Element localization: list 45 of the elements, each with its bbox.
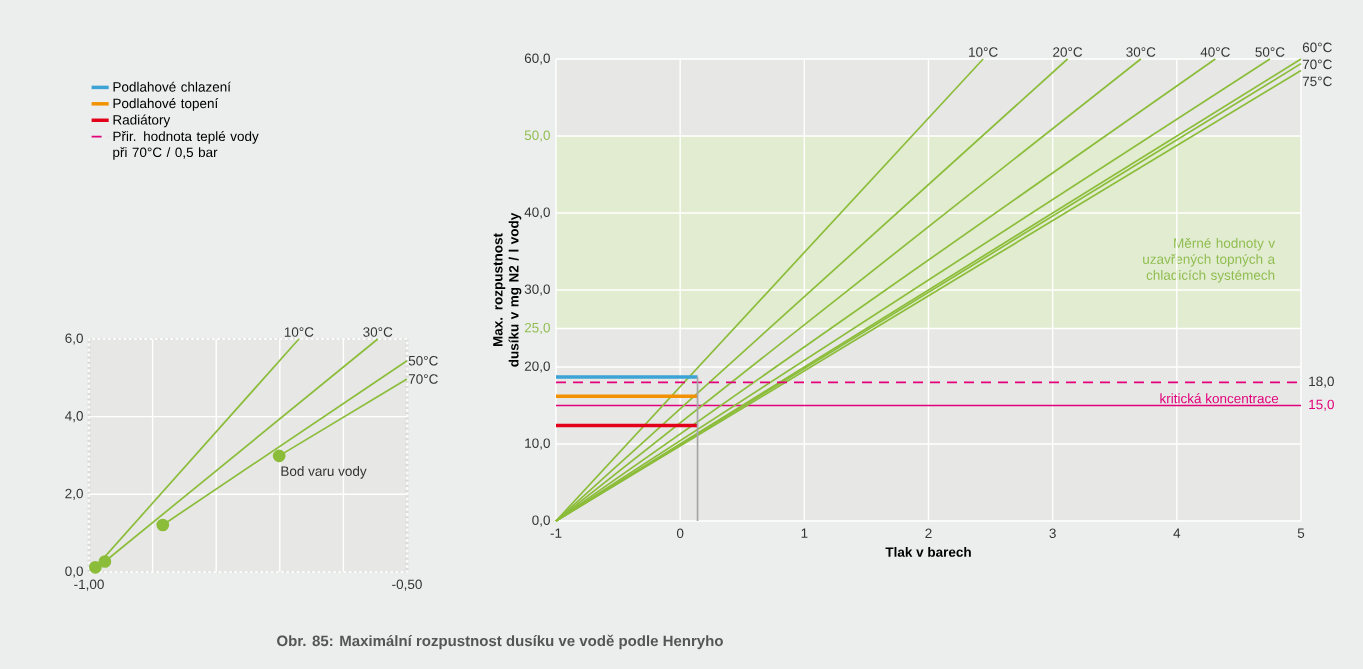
series-label: 50°C: [408, 355, 438, 366]
series-label: 30°C: [1126, 47, 1156, 57]
series-label: 20°C: [1053, 47, 1083, 57]
legend-label: Podlahové topení: [113, 98, 219, 111]
series-label: 70°C: [408, 374, 438, 384]
band-label: Měrné hodnoty v uzavřených topných a chladicích systémech: [1143, 237, 1276, 283]
annotation: Bod varu vody: [281, 466, 367, 479]
x-tick-label: 4: [1173, 528, 1181, 538]
y-tick-label: 20,0: [524, 361, 550, 373]
y2-tick-label: 15,0: [1309, 399, 1334, 411]
x-tick-label: 3: [1049, 528, 1056, 539]
y-axis-title: Max. rozpustnost dusíku v mg N2 / l vody: [493, 212, 522, 367]
x-tick-label: -1: [550, 528, 562, 538]
y-tick-label: 30,0: [524, 284, 550, 296]
x-tick-label: 2: [925, 528, 932, 538]
y-tick-label: 2,0: [65, 488, 83, 500]
ref-line-label: kritická koncentrace: [1160, 393, 1279, 404]
x-tick-label: -0,50: [392, 579, 422, 591]
series-label: 40°C: [1200, 47, 1230, 57]
y-tick-label: 40,0: [524, 207, 550, 219]
x-tick-label: 5: [1297, 528, 1305, 538]
series-label: 10°C: [969, 47, 998, 57]
y-tick-label: 60,0: [524, 53, 550, 65]
x-tick-label: -1,00: [74, 579, 104, 591]
x-tick-label: 0: [676, 528, 684, 539]
y-tick-label: 10,0: [525, 438, 550, 450]
legend-label: Podlahové chlazení: [113, 81, 231, 92]
y-tick-label: 4,0: [65, 411, 83, 423]
series-label: 75°C: [1302, 76, 1332, 87]
series-label: 70°C: [1302, 59, 1332, 70]
legend-label: Radiátory: [113, 114, 171, 128]
x-tick-label: 1: [801, 528, 808, 538]
series-label: 10°C: [284, 327, 314, 337]
series-label: 60°C: [1302, 42, 1332, 53]
y-tick-label: 50,0: [524, 130, 550, 142]
y-tick-label: 6,0: [65, 333, 83, 345]
y-tick-label: 25,0: [524, 322, 550, 335]
x-axis-title: Tlak v barech: [885, 546, 971, 557]
y-tick-label: 0,0: [532, 515, 550, 527]
series-label: 50°C: [1255, 47, 1285, 57]
legend-label: Přir. hodnota teplé vody při 70°C / 0,5 bar: [113, 130, 259, 160]
text: Obr. 85: Maximální rozpustnost dusíku ve vodě podle Henryho: [277, 634, 723, 650]
y-tick-label: 0,0: [65, 566, 83, 578]
series-label: 30°C: [363, 327, 393, 337]
y2-tick-label: 18,0: [1309, 376, 1334, 388]
